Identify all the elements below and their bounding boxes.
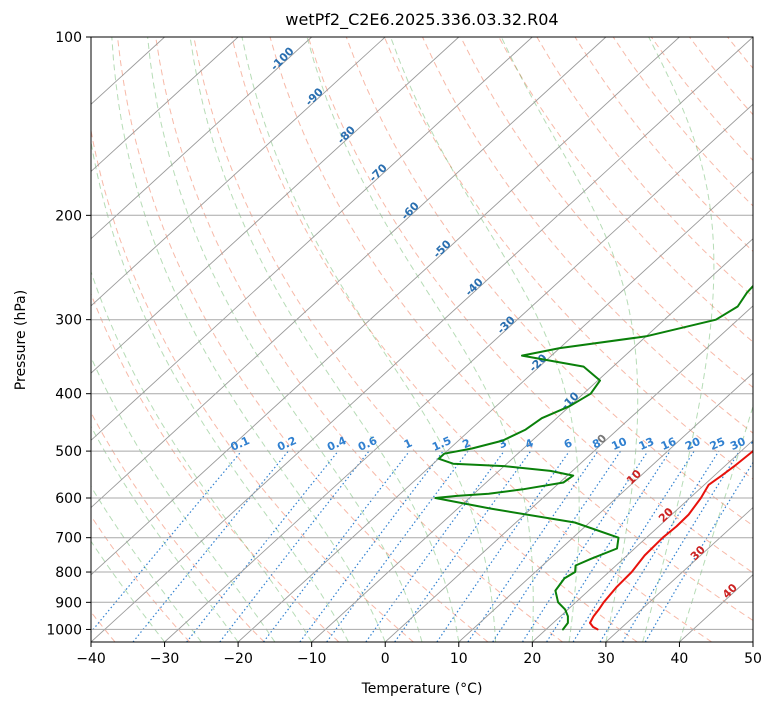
- mixing-ratio-line: [132, 450, 289, 642]
- mixing-ratio-line: [263, 450, 410, 642]
- isotherm-line: [91, 37, 460, 374]
- isotherm-line: [237, 170, 753, 642]
- moist-adiabat-line: [91, 139, 349, 642]
- dry-adiabat-line: [91, 515, 190, 642]
- temperature-line: [589, 449, 753, 631]
- mixing-ratio-label: 36: [749, 435, 769, 453]
- y-tick-label: 200: [55, 208, 82, 224]
- x-tick-label: 20: [523, 651, 541, 667]
- mixing-ratio-line: [467, 450, 599, 642]
- x-tick-label: −20: [223, 651, 253, 667]
- mixing-ratio-label: 20: [683, 435, 703, 453]
- x-tick-label: 30: [597, 651, 615, 667]
- mixing-ratio-label: 25: [708, 435, 727, 453]
- y-tick-label: 800: [55, 565, 82, 581]
- mixing-ratio-line: [599, 450, 720, 642]
- mixing-ratio-line: [365, 450, 505, 642]
- y-tick-label: 700: [55, 531, 82, 547]
- x-tick-label: −40: [76, 651, 106, 667]
- x-tick-label: 0: [381, 651, 390, 667]
- isotherm-line: [91, 37, 239, 173]
- y-axis-label: Pressure (hPa): [13, 290, 29, 390]
- x-tick-label: 50: [744, 651, 762, 667]
- isotherm-line: [605, 506, 753, 642]
- isotherm-line: [91, 37, 680, 576]
- moist-adiabat-line: [91, 356, 276, 642]
- mixing-ratio-line: [299, 450, 444, 642]
- y-tick-label: 500: [55, 444, 82, 460]
- background-lines: [91, 37, 753, 642]
- x-tick-label: −30: [150, 651, 180, 667]
- dry-adiabat-line: [193, 37, 638, 642]
- dry-adiabat-line: [91, 127, 414, 642]
- moist-adiabat-line: [642, 37, 715, 642]
- mixing-ratio-label: 30: [728, 435, 748, 453]
- moist-adiabat-line: [111, 37, 386, 642]
- x-axis-label: Temperature (°C): [361, 681, 483, 697]
- mixing-ratio-line: [492, 450, 622, 642]
- mixing-ratio-label: 16: [659, 435, 679, 453]
- moist-adiabat-line: [500, 37, 639, 642]
- moist-adiabat-line: [91, 425, 239, 642]
- y-tick-label: 300: [55, 313, 82, 329]
- mixing-ratio-line: [326, 450, 469, 642]
- isotherm-line: [91, 37, 753, 642]
- axis-ticks: −40 −30 −20 −10 0 10 20 30 40 50 100 200 300 400 500 60…: [46, 30, 762, 667]
- isotherm-line: [311, 238, 753, 642]
- mixing-ratio-line: [546, 450, 671, 642]
- mixing-ratio-line: [622, 450, 740, 642]
- moist-adiabat-line: [306, 37, 534, 642]
- isotherm-line: [91, 37, 607, 509]
- dry-adiabat-line: [117, 37, 489, 642]
- isotherm-line: [531, 439, 753, 642]
- plot-frame: [90, 36, 754, 643]
- moist-adiabat-line: [678, 404, 753, 642]
- isotherm-line: [384, 305, 753, 642]
- x-tick-label: 10: [450, 651, 468, 667]
- isotherm-line: [91, 37, 313, 240]
- mixing-ratio-line: [186, 450, 339, 642]
- dewpoint-line: [434, 284, 753, 631]
- isotherm-line: [91, 37, 533, 441]
- moist-adiabat-line: [241, 37, 497, 642]
- dry-adiabat-line: [155, 37, 563, 642]
- grid-lines: [91, 37, 753, 642]
- mixing-ratio-line: [572, 450, 695, 642]
- moist-adiabat-line: [91, 540, 165, 642]
- mixing-ratio-line: [91, 450, 242, 633]
- chart-title: wetPf2_C2E6.2025.336.03.32.R04: [285, 10, 558, 30]
- moist-adiabat-line: [189, 37, 460, 642]
- dry-adiabat-line: [345, 37, 753, 527]
- isotherm-line: [458, 372, 753, 642]
- y-tick-label: 600: [55, 491, 82, 507]
- x-tick-label: −10: [297, 651, 327, 667]
- sounding-series: [434, 284, 753, 631]
- dry-adiabat-line: [91, 411, 265, 642]
- y-tick-label: 900: [55, 595, 82, 611]
- mixing-ratio-line: [521, 450, 649, 642]
- y-tick-label: 100: [55, 30, 82, 46]
- moist-adiabat-line: [147, 37, 423, 642]
- x-tick-label: 40: [671, 651, 689, 667]
- mixing-ratio-label: 13: [637, 435, 656, 453]
- isotherm-line: [164, 103, 753, 642]
- y-tick-label: 400: [55, 387, 82, 403]
- dry-adiabat-line: [269, 37, 753, 622]
- dry-adiabat-line: [307, 37, 753, 574]
- mixing-ratio-label: 10: [610, 435, 630, 453]
- y-tick-label: 1000: [46, 622, 82, 638]
- moist-adiabat-line: [390, 37, 580, 642]
- isotherm-line: [91, 37, 386, 307]
- mixing-ratio-line: [436, 450, 570, 642]
